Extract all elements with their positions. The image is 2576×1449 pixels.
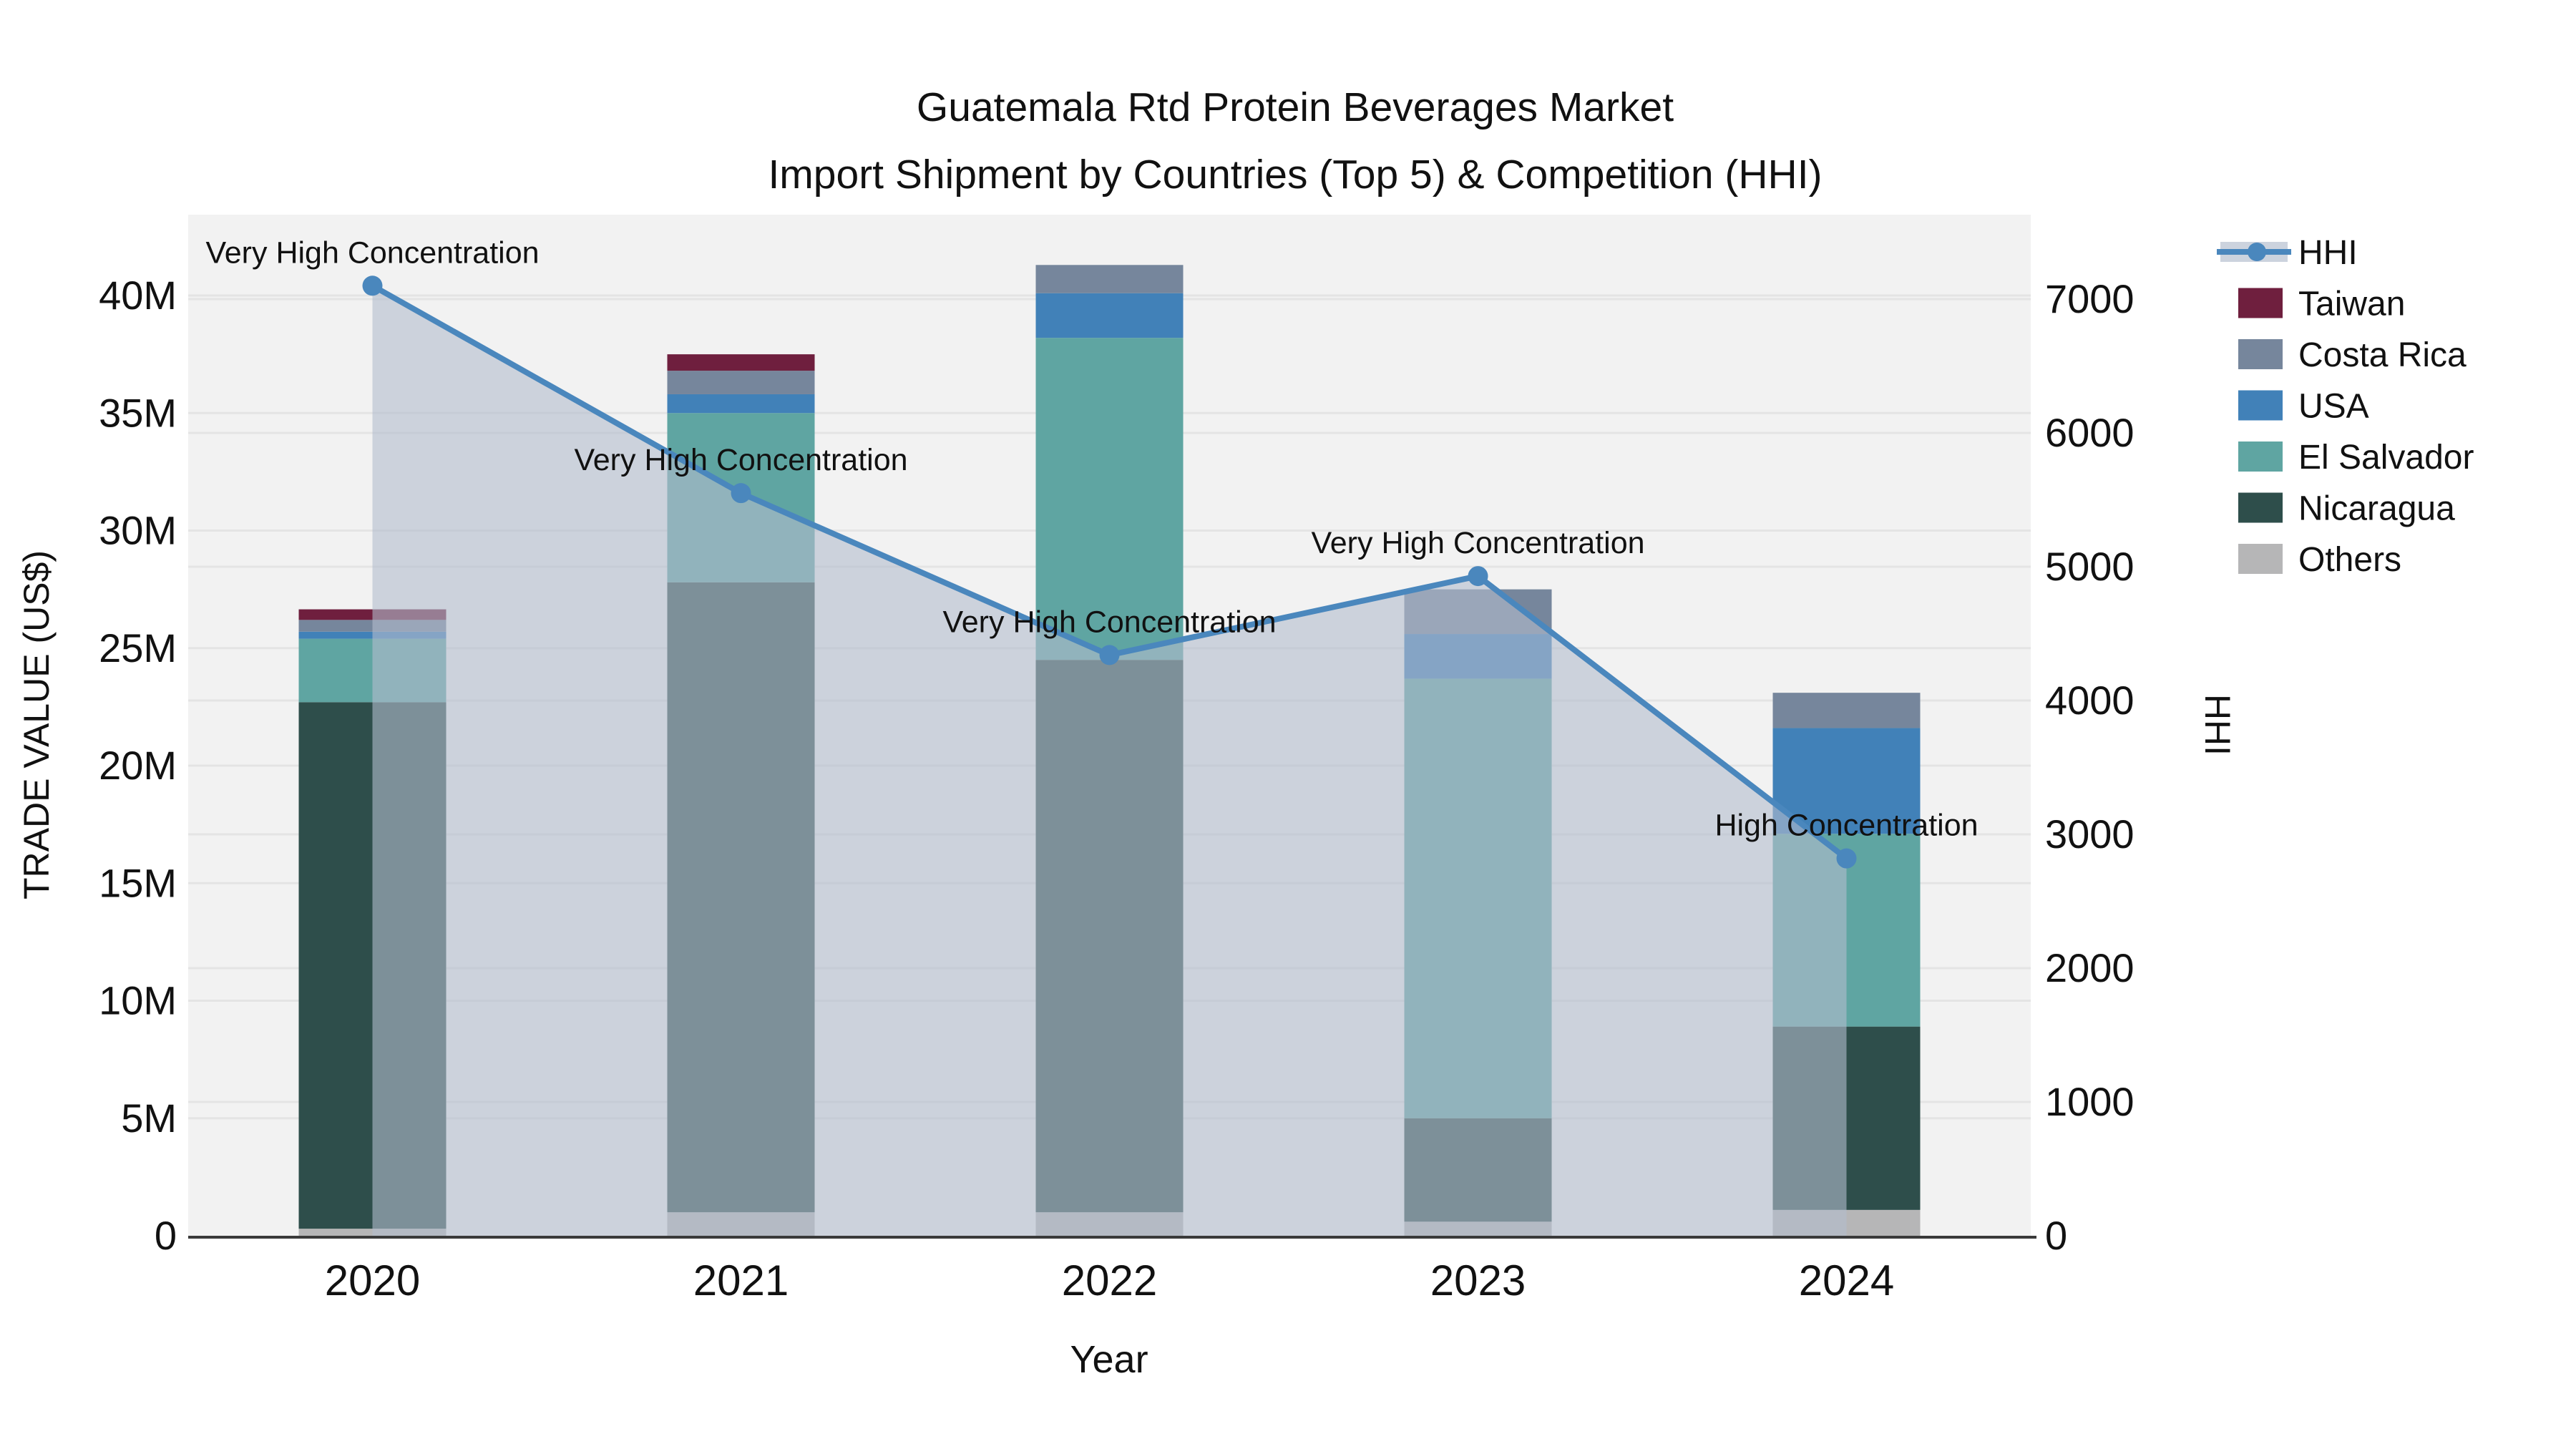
legend-item-taiwan: Taiwan (2238, 286, 2405, 323)
y-right-tick-3000: 3000 (2045, 811, 2135, 857)
y-left-tick-25M: 25M (99, 625, 177, 670)
bar-segment-2022-usa (1035, 293, 1184, 338)
legend-item-nicaragua: Nicaragua (2238, 490, 2455, 528)
bar-segment-2022-costa-rica (1035, 265, 1184, 293)
legend-label: Taiwan (2298, 286, 2405, 323)
legend-label: HHI (2298, 234, 2358, 272)
legend-item-el-salvador: El Salvador (2238, 439, 2474, 477)
y-left-tick-5M: 5M (121, 1096, 177, 1141)
legend-label: El Salvador (2298, 439, 2474, 477)
legend-item-costa-rica: Costa Rica (2238, 336, 2467, 374)
y-left-tick-20M: 20M (99, 743, 177, 788)
hhi-point-2020 (362, 275, 383, 296)
chart-title-line2: Import Shipment by Countries (Top 5) & C… (768, 152, 1823, 197)
hhi-point-2022 (1099, 645, 1120, 665)
bar-segment-2021-taiwan (667, 354, 815, 371)
hhi-point-2024 (1836, 848, 1857, 869)
legend-swatch (2238, 544, 2283, 574)
y-right-axis-title: HHI (2197, 694, 2238, 756)
y-right-tick-7000: 7000 (2045, 276, 2135, 321)
hhi-point-2023 (1468, 566, 1488, 587)
hhi-area (372, 286, 1847, 1236)
x-tick-2020: 2020 (325, 1257, 420, 1304)
y-right-tick-1000: 1000 (2045, 1079, 2135, 1124)
bar-segment-2021-usa (667, 394, 815, 414)
x-tick-2021: 2021 (693, 1257, 789, 1304)
y-right-tick-6000: 6000 (2045, 410, 2135, 455)
y-left-tick-30M: 30M (99, 508, 177, 553)
y-right-tick-4000: 4000 (2045, 678, 2135, 723)
legend-item-usa: USA (2238, 388, 2369, 426)
y-left-tick-40M: 40M (99, 273, 177, 318)
bar-segment-2024-costa-rica (1772, 693, 1921, 728)
legend-swatch (2238, 288, 2283, 318)
y-left-tick-10M: 10M (99, 978, 177, 1023)
chart-title-line1: Guatemala Rtd Protein Beverages Market (916, 84, 1674, 130)
y-left-tick-15M: 15M (99, 860, 177, 905)
annotation-2024: High Concentration (1714, 809, 1978, 843)
x-axis-title: Year (1070, 1338, 1148, 1381)
y-left-axis-title: TRADE VALUE (US$) (16, 550, 57, 899)
y-right-tick-5000: 5000 (2045, 544, 2135, 589)
legend-item-hhi: HHI (2217, 234, 2358, 272)
y-right-tick-0: 0 (2045, 1213, 2067, 1258)
legend-hhi-marker (2248, 243, 2266, 261)
bar-segment-2022-el-salvador (1035, 338, 1184, 660)
legend-swatch (2238, 339, 2283, 369)
legend-swatch (2238, 492, 2283, 523)
legend-swatch (2238, 441, 2283, 472)
annotation-2021: Very High Concentration (574, 443, 907, 477)
legend-label: Others (2298, 541, 2401, 579)
y-left-tick-0: 0 (155, 1213, 177, 1258)
legend-swatch (2238, 390, 2283, 421)
x-tick-2022: 2022 (1062, 1257, 1157, 1304)
y-right-tick-2000: 2000 (2045, 945, 2135, 990)
hhi-point-2021 (731, 483, 751, 504)
bar-segment-2024-usa (1772, 728, 1921, 834)
x-tick-2024: 2024 (1799, 1257, 1894, 1304)
annotation-2023: Very High Concentration (1311, 526, 1644, 560)
legend-label: Nicaragua (2298, 490, 2455, 528)
legend-label: Costa Rica (2298, 336, 2467, 374)
x-tick-2023: 2023 (1430, 1257, 1526, 1304)
y-left-tick-35M: 35M (99, 390, 177, 435)
legend-label: USA (2298, 388, 2369, 426)
legend-item-others: Others (2238, 541, 2401, 579)
annotation-2022: Very High Concentration (942, 605, 1276, 639)
annotation-2020: Very High Concentration (205, 235, 539, 270)
bar-segment-2021-costa-rica (667, 371, 815, 394)
